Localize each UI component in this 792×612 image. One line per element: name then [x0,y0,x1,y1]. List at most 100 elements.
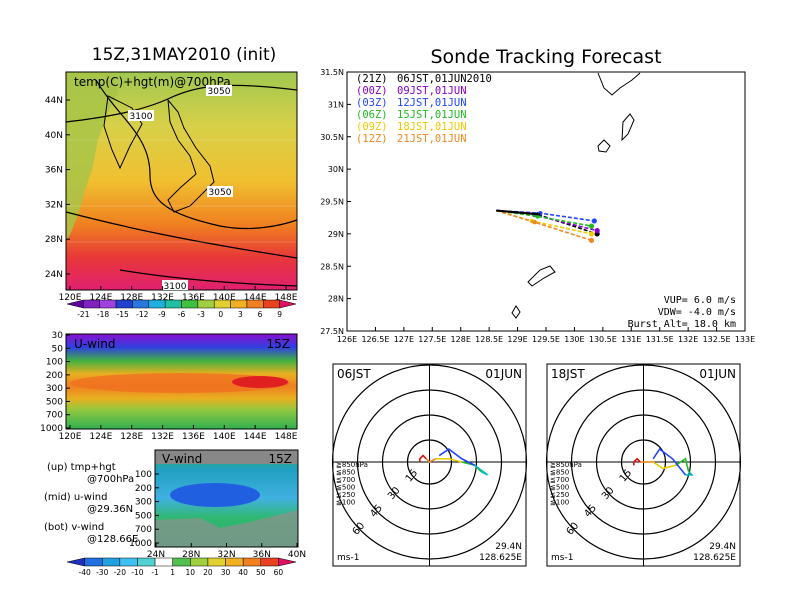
right-panel-title: Sonde Tracking Forecast [430,46,661,68]
colorbar-label: 40 [238,568,248,577]
hodograph-unit: ms-1 [337,553,359,563]
y-tick-label: 500 [46,397,63,407]
x-tick-label: 129E [507,335,527,344]
colorbar-swatch [101,557,121,567]
japan-coastline [167,98,215,213]
island-coastline [527,265,556,287]
y-tick-label: 30N [328,165,344,174]
contour-label-bg [206,85,232,96]
colorbar-swatch [119,557,138,567]
y-tick-label: 31N [328,100,344,109]
colorbar-swatch [172,557,191,567]
contour-label-bg [128,110,154,121]
colorbar-swatch [197,299,215,309]
u-wind-title: U-wind [74,337,115,351]
y-tick-label: 100 [135,470,152,480]
level-legend: ≦100 [336,499,355,507]
colorbar-swatch [154,557,173,567]
colorbar-swatch [137,557,156,567]
level-legend: ≦700 [336,476,355,484]
legend-code: (06Z) [356,109,388,121]
hodograph-time: 18JST [551,367,585,381]
x-tick-label: 136E [182,432,205,442]
colorbar-swatch [132,299,150,309]
contour-label-bg [162,280,188,290]
legend-text: 09JST,01JUN [397,85,467,97]
contour-label: 3100 [130,112,153,122]
legend-code: (12Z) [356,133,388,145]
note-line: (bot) v-wind [44,522,104,533]
x-tick-label: 24N [147,550,165,560]
colorbar-swatch [83,299,100,309]
contour-label: 3100 [164,282,187,292]
colorbar-label: -6 [178,310,186,319]
y-tick-label: 700 [46,411,63,421]
continent-shape [66,72,118,240]
v-wind-title: V-wind [162,452,202,466]
y-tick-label: 300 [46,384,63,394]
track-end-point [591,218,597,224]
level-legend: ≦850 [336,469,355,477]
colorbar-swatch [279,299,297,309]
colorbar-label: 10 [186,568,196,577]
colorbar-label: 50 [256,568,266,577]
y-tick-label: 28N [45,235,63,245]
level-legend: ≦500 [336,484,355,492]
colorbar-label: 30 [221,568,231,577]
hodograph-segment [652,447,687,476]
track-solid-segment [496,209,541,216]
hodograph-segment [474,464,489,476]
hodograph-segment [633,457,641,466]
colorbar-swatch [190,557,209,567]
hodograph-unit: ms-1 [551,553,573,563]
u-wind-core [232,376,288,388]
island-coastline [621,113,635,142]
note-line: @29.36N [87,504,133,515]
colorbar-label: -21 [77,310,89,319]
x-tick-label: 40N [288,550,306,560]
x-tick-label: 144E [244,432,267,442]
param-vdw: VDW= -4.0 m/s [658,307,736,318]
hodograph-date: 01JUN [699,367,736,381]
y-tick-label: 700 [135,525,152,535]
level-legend: ≧850hPa [336,461,368,469]
hodograph-segment [675,457,690,472]
y-tick-label: 27.5N [320,327,344,336]
u-wind-frame [65,333,298,430]
contour-label-bg [207,186,233,197]
x-tick-label: 32N [217,550,235,560]
track-map-panel: 126E 126.5E 127E 127.5E 128E 128.5E 129E 129.5E… [320,68,755,344]
colorbar-label: 0 [218,310,223,319]
x-tick-label: 132E [151,293,174,303]
x-tick-label: 130.5E [589,335,617,344]
v-wind-terrain [155,510,298,547]
x-tick-label: 128E [120,432,143,442]
x-tick-label: 126E [337,335,357,344]
colorbar-label: -20 [114,568,126,577]
y-tick-label: 29N [328,230,344,239]
height-contour [95,79,298,230]
x-tick-label: 136E [182,293,205,303]
x-tick-label: 129.5E [532,335,560,344]
v-wind-core [170,483,260,507]
colorbar-swatch [84,557,103,567]
x-tick-label: 140E [213,432,236,442]
colorbar-label: -3 [197,310,205,319]
y-tick-label: 300 [135,498,152,508]
colorbar-swatch [246,299,264,309]
track-map-frame [346,71,746,332]
x-tick-label: 120E [59,293,82,303]
panel-notes: (up) tmp+hgt @700hPa (mid) u-wind @29.36… [44,462,138,545]
x-tick-label: 120E [59,432,82,442]
y-tick-label: 30 [52,331,64,341]
colorbar-swatch [181,299,199,309]
x-tick-label: 148E [275,293,298,303]
colorbar-label: 9 [277,310,282,319]
x-tick-label: 124E [89,432,112,442]
legend-code: (09Z) [356,121,388,133]
colorbar-label: -1 [151,568,159,577]
map-gridlines [66,139,297,243]
legend-code: (00Z) [356,85,388,97]
map-title: temp(C)+hgt(m)@700hPa [74,75,231,89]
